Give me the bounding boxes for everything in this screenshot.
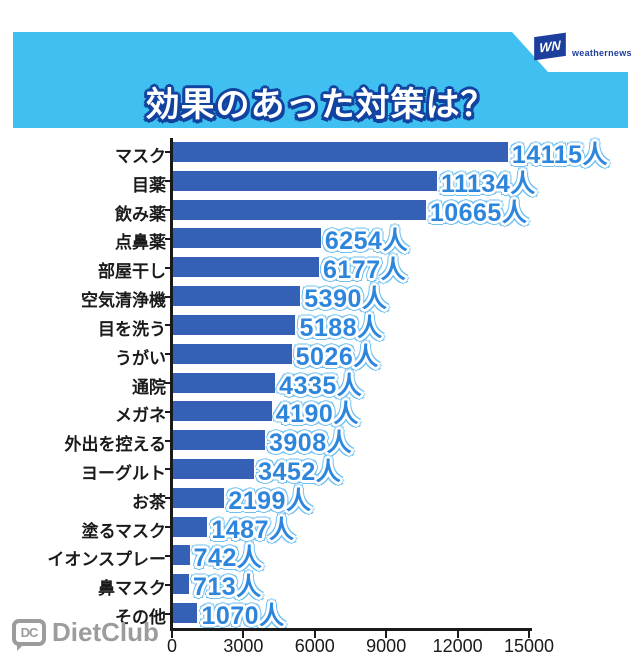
header-banner: 効果のあった対策は？ <box>13 32 628 128</box>
value-label: 1487人 <box>211 515 295 544</box>
dietclub-logo: DC DietClub <box>12 617 159 651</box>
x-axis-tick <box>313 631 316 638</box>
chart-bar <box>172 199 426 220</box>
category-label: 鼻マスク <box>98 579 166 599</box>
dietclub-logo-text: DietClub <box>52 617 159 647</box>
category-label: 目薬 <box>132 175 166 195</box>
x-axis-tick <box>385 631 388 638</box>
chart-bar <box>172 343 292 364</box>
value-label: 11134人 <box>440 169 536 198</box>
chart-bar <box>172 603 198 624</box>
category-label: うがい <box>115 348 166 368</box>
value-label: 10665人 <box>429 198 528 227</box>
category-label: 点鼻薬 <box>115 233 166 253</box>
x-axis-tick-label: 15000 <box>503 636 555 656</box>
value-label: 3452人 <box>258 458 342 487</box>
chart-bar <box>172 487 225 508</box>
value-label: 5188人 <box>299 313 383 342</box>
category-label: お茶 <box>132 492 166 512</box>
x-axis-tick <box>528 631 530 638</box>
page-title: 効果のあった対策は？ <box>145 86 496 124</box>
y-axis-tick <box>164 468 171 471</box>
chart-bar <box>172 574 189 595</box>
category-label: 外出を控える <box>64 435 167 455</box>
chart-bar <box>172 286 301 307</box>
y-axis-tick <box>164 266 171 269</box>
y-axis-tick <box>164 353 171 356</box>
chart-bar <box>172 459 255 480</box>
y-axis-tick <box>164 381 171 384</box>
weathernews-mark-icon: WN <box>534 32 566 61</box>
x-axis-tick <box>456 631 459 638</box>
x-axis-line <box>169 628 532 631</box>
y-axis-tick <box>164 180 171 183</box>
chart-bar <box>172 401 272 422</box>
category-label: 部屋干し <box>98 262 166 282</box>
category-label: 飲み薬 <box>115 204 166 224</box>
y-axis-tick <box>164 295 171 298</box>
value-label: 713人 <box>192 573 262 602</box>
x-axis-tick-label: 9000 <box>366 636 407 656</box>
chart-bar <box>172 430 265 451</box>
category-label: その他 <box>115 608 166 628</box>
category-label: マスク <box>115 147 166 166</box>
value-label: 742人 <box>193 544 263 573</box>
y-axis-tick <box>164 324 171 327</box>
dietclub-bubble-icon: DC <box>12 619 46 651</box>
y-axis-tick <box>164 583 171 586</box>
value-label: 1070人 <box>201 602 285 631</box>
chart-bar <box>172 545 190 566</box>
x-axis-tick-label: 0 <box>166 636 178 656</box>
category-label: メガネ <box>115 406 166 426</box>
category-label: 目を洗う <box>98 319 166 339</box>
chart-bar <box>172 228 321 249</box>
y-axis-tick <box>164 554 171 557</box>
y-axis-tick <box>164 497 171 500</box>
value-label: 5390人 <box>304 285 388 314</box>
x-axis-tick <box>171 631 173 638</box>
value-label: 3908人 <box>269 429 353 458</box>
x-axis-tick-label: 12000 <box>432 636 483 656</box>
y-axis-tick <box>164 209 171 212</box>
chart-bar <box>172 314 296 335</box>
value-label: 6177人 <box>323 256 407 285</box>
y-axis-tick <box>164 151 171 154</box>
category-label: イオンスプレー <box>47 550 166 570</box>
value-label: 4335人 <box>279 371 363 400</box>
x-axis-tick-label: 3000 <box>223 636 264 656</box>
x-axis-tick <box>242 631 245 638</box>
chart-bar <box>172 257 319 278</box>
value-label: 4190人 <box>275 400 359 429</box>
y-axis-tick <box>164 612 171 615</box>
y-axis-tick <box>164 410 171 413</box>
y-axis-line <box>169 138 173 631</box>
value-label: 2199人 <box>228 486 312 515</box>
chart-bar <box>172 142 508 162</box>
value-label: 5026人 <box>295 342 379 371</box>
category-label: ヨーグルト <box>81 464 166 484</box>
chart-bar <box>172 170 437 191</box>
category-label: 通院 <box>132 377 166 397</box>
value-label: 14115人 <box>511 141 609 169</box>
y-axis-tick <box>164 439 171 442</box>
x-axis-tick-label: 6000 <box>294 636 335 656</box>
value-label: 6254人 <box>324 227 408 256</box>
y-axis-tick <box>164 526 171 529</box>
chart-bar <box>172 516 208 537</box>
category-label: 塗るマスク <box>81 521 166 541</box>
y-axis-tick <box>164 237 171 240</box>
weathernews-logo-text: weathernews <box>572 48 632 58</box>
category-label: 空気清浄機 <box>81 291 166 311</box>
weathernews-logo: WN weathernews <box>534 32 632 63</box>
chart-bar <box>172 372 276 393</box>
